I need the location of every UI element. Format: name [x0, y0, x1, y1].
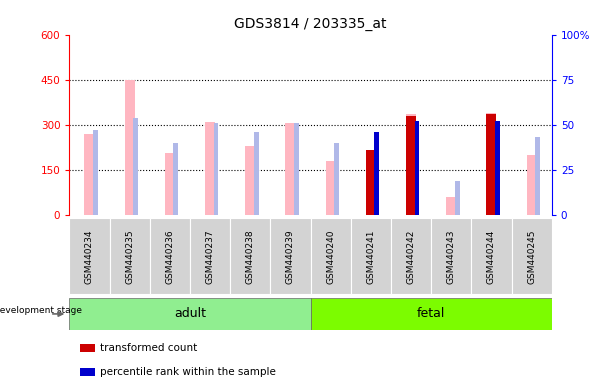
Bar	[431, 218, 472, 294]
Bar	[80, 344, 95, 352]
Bar	[415, 121, 420, 215]
Bar	[190, 218, 230, 294]
Text: development stage: development stage	[0, 306, 82, 315]
Bar	[205, 122, 215, 215]
Bar	[69, 298, 311, 329]
Bar	[150, 218, 190, 294]
Text: percentile rank within the sample: percentile rank within the sample	[100, 367, 276, 377]
Bar	[366, 152, 376, 215]
Bar	[326, 161, 336, 215]
Text: GSM440242: GSM440242	[406, 229, 415, 283]
Text: GSM440238: GSM440238	[246, 229, 254, 284]
Text: GSM440241: GSM440241	[367, 229, 375, 283]
Text: GSM440236: GSM440236	[165, 229, 174, 284]
Text: transformed count: transformed count	[100, 343, 197, 353]
Bar	[174, 143, 178, 215]
Bar	[311, 298, 552, 329]
Bar	[374, 132, 379, 215]
Bar	[366, 151, 376, 215]
Bar	[285, 123, 295, 215]
Bar	[495, 121, 500, 215]
Bar	[406, 116, 416, 215]
Bar	[69, 218, 110, 294]
Text: GSM440235: GSM440235	[125, 229, 134, 284]
Bar	[415, 121, 420, 215]
Bar	[230, 218, 270, 294]
Text: fetal: fetal	[417, 308, 446, 320]
Bar	[84, 134, 95, 215]
Text: GSM440237: GSM440237	[206, 229, 215, 284]
Bar	[495, 121, 500, 215]
Text: GSM440244: GSM440244	[487, 229, 496, 283]
Bar	[270, 218, 311, 294]
Bar	[125, 80, 134, 215]
Bar	[446, 197, 456, 215]
Bar	[110, 218, 150, 294]
Bar	[351, 218, 391, 294]
Text: GSM440234: GSM440234	[85, 229, 94, 283]
Title: GDS3814 / 203335_at: GDS3814 / 203335_at	[235, 17, 387, 31]
Bar	[487, 113, 496, 215]
Text: GSM440240: GSM440240	[326, 229, 335, 283]
Bar	[535, 137, 540, 215]
Bar	[213, 123, 218, 215]
Text: GSM440245: GSM440245	[527, 229, 536, 283]
Bar	[294, 123, 299, 215]
Bar	[133, 118, 138, 215]
Bar	[334, 143, 339, 215]
Bar	[311, 218, 351, 294]
Text: GSM440243: GSM440243	[447, 229, 456, 283]
Bar	[526, 155, 537, 215]
Text: GSM440239: GSM440239	[286, 229, 295, 284]
Bar	[165, 153, 175, 215]
Bar	[487, 114, 496, 215]
Bar	[245, 146, 255, 215]
Bar	[455, 181, 459, 215]
Bar	[374, 132, 379, 215]
Bar	[80, 368, 95, 376]
Bar	[406, 114, 416, 215]
Bar	[391, 218, 431, 294]
Bar	[472, 218, 511, 294]
Bar	[93, 130, 98, 215]
Bar	[254, 132, 259, 215]
Text: adult: adult	[174, 308, 206, 320]
Bar	[511, 218, 552, 294]
